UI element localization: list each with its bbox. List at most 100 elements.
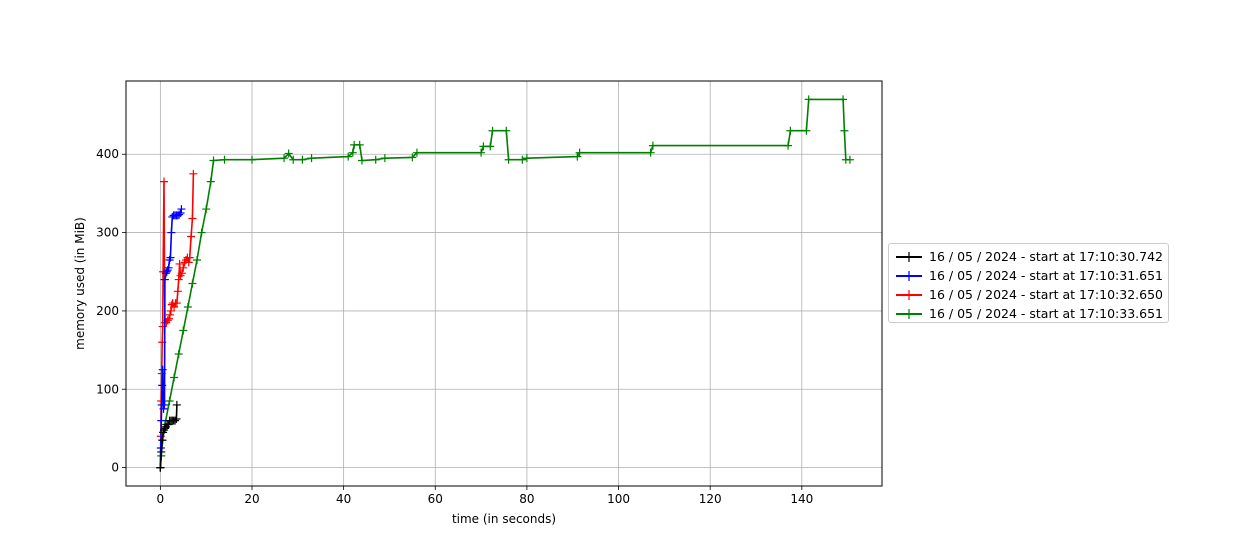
data-point-marker — [486, 142, 495, 151]
data-point-marker — [355, 140, 364, 149]
data-point-marker — [165, 310, 174, 319]
data-point-marker — [171, 416, 180, 425]
data-point-marker — [177, 205, 186, 214]
data-point-marker — [158, 381, 167, 390]
data-point-marker — [197, 228, 206, 237]
data-point-marker — [166, 253, 175, 262]
data-point-marker — [164, 263, 173, 272]
data-point-marker — [248, 155, 256, 164]
data-point-marker — [172, 299, 181, 308]
series-4 — [156, 95, 854, 472]
data-point-marker — [160, 177, 169, 186]
data-point-marker — [184, 258, 193, 267]
data-point-marker — [177, 269, 186, 278]
y-tick-label: 300 — [96, 226, 119, 240]
data-point-marker — [175, 259, 184, 268]
data-point-marker — [179, 326, 188, 335]
data-point-marker — [371, 155, 380, 164]
data-point-marker — [357, 156, 366, 165]
data-point-marker — [188, 279, 197, 288]
data-point-marker — [786, 126, 795, 135]
data-point-marker — [380, 154, 389, 163]
data-point-marker — [802, 126, 811, 135]
data-point-marker — [176, 208, 185, 217]
data-point-marker — [193, 255, 202, 264]
legend-label: 16 / 05 / 2024 - start at 17:10:32.650 — [929, 287, 1163, 302]
legend-item: 16 / 05 / 2024 - start at 17:10:30.742 — [895, 247, 1168, 266]
y-axis-label: memory used (in MiB) — [73, 217, 87, 350]
data-point-marker — [172, 415, 181, 424]
data-point-marker — [183, 303, 192, 312]
data-point-marker — [344, 152, 353, 161]
data-point-marker — [839, 95, 848, 104]
series-1 — [156, 400, 181, 472]
x-tick-label: 60 — [428, 492, 443, 506]
legend-label: 16 / 05 / 2024 - start at 17:10:33.651 — [929, 306, 1163, 321]
y-tick-label: 0 — [111, 461, 119, 475]
data-point-marker — [167, 228, 176, 237]
data-point-marker — [160, 275, 169, 284]
data-point-marker — [784, 141, 793, 150]
data-point-marker — [488, 126, 497, 135]
data-point-marker — [179, 263, 188, 272]
axis-ticks: 0 20 40 60 80 100 120 140 0 100 200 300 400 — [96, 147, 813, 506]
data-point-marker — [575, 148, 584, 157]
legend-swatch — [896, 251, 922, 262]
grid-lines — [126, 81, 882, 486]
data-point-marker — [202, 205, 211, 214]
x-axis-label: time (in seconds) — [452, 512, 556, 526]
x-tick-label: 20 — [244, 492, 259, 506]
x-tick-label: 40 — [336, 492, 351, 506]
y-tick-label: 400 — [96, 147, 119, 161]
legend-item: 16 / 05 / 2024 - start at 17:10:31.651 — [895, 266, 1168, 285]
data-point-marker — [412, 148, 421, 157]
data-point-marker — [172, 400, 181, 409]
x-tick-label: 100 — [607, 492, 630, 506]
data-point-marker — [156, 463, 165, 472]
data-point-marker — [220, 155, 229, 164]
x-tick-label: 120 — [699, 492, 722, 506]
data-point-marker — [157, 416, 166, 425]
x-tick-label: 0 — [157, 492, 165, 506]
data-point-marker — [170, 373, 179, 382]
legend-swatch — [896, 289, 922, 300]
series-2 — [156, 205, 186, 472]
y-tick-label: 200 — [96, 304, 119, 318]
legend-label: 16 / 05 / 2024 - start at 17:10:31.651 — [929, 268, 1163, 283]
data-point-marker — [479, 142, 488, 151]
data-point-marker — [175, 210, 184, 219]
data-point-marker — [158, 436, 167, 445]
data-point-marker — [174, 350, 183, 359]
data-point-marker — [165, 314, 174, 323]
data-point-marker — [518, 155, 527, 164]
data-point-marker — [160, 400, 169, 409]
data-point-marker — [845, 155, 854, 164]
legend-swatch — [896, 308, 922, 319]
legend-label: 16 / 05 / 2024 - start at 17:10:30.742 — [929, 249, 1163, 264]
data-point-marker — [348, 148, 357, 157]
legend: 16 / 05 / 2024 - start at 17:10:30.742 1… — [888, 243, 1169, 323]
data-point-marker — [840, 126, 849, 135]
data-point-marker — [502, 126, 511, 135]
data-point-marker — [165, 397, 174, 406]
data-point-marker — [408, 153, 417, 162]
x-tick-label: 140 — [790, 492, 813, 506]
data-point-marker — [159, 404, 168, 413]
data-point-marker — [504, 155, 513, 164]
data-point-marker — [188, 214, 197, 223]
legend-item: 16 / 05 / 2024 - start at 17:10:32.650 — [895, 285, 1168, 304]
y-tick-label: 100 — [96, 382, 119, 396]
legend-item: 16 / 05 / 2024 - start at 17:10:33.651 — [895, 304, 1168, 323]
data-point-marker — [187, 232, 196, 241]
series-layer — [156, 95, 854, 472]
data-point-marker — [804, 95, 813, 104]
data-point-marker — [284, 149, 293, 158]
data-point-marker — [189, 169, 198, 178]
data-point-marker — [206, 177, 215, 186]
data-point-marker — [477, 148, 486, 157]
data-point-marker — [209, 156, 218, 165]
data-point-marker — [162, 267, 171, 276]
data-point-marker — [307, 154, 316, 163]
data-point-marker — [289, 155, 298, 164]
